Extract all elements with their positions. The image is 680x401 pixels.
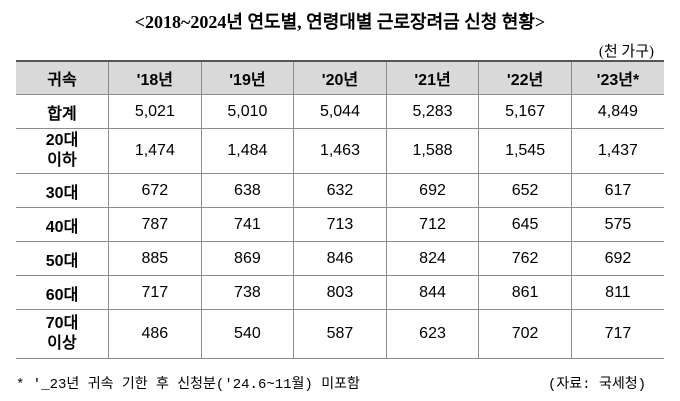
table-row: 합계 5,021 5,010 5,044 5,283 5,167 4,849 (16, 94, 664, 129)
table-cell: 652 (478, 173, 572, 208)
source-note: (자료: 국세청) (547, 377, 646, 393)
row-label: 30대 (16, 173, 110, 208)
table-cell: 844 (385, 275, 480, 310)
row-label: 20대 이하 (16, 128, 110, 174)
table-row: 40대 787 741 713 712 645 575 (16, 207, 664, 242)
table-cell: 717 (570, 309, 664, 359)
table-cell: 869 (200, 241, 295, 276)
header-cell: 귀속 (16, 60, 110, 95)
table-cell: 787 (108, 207, 202, 242)
table-cell: 712 (385, 207, 480, 242)
row-label: 70대 이상 (16, 309, 110, 359)
table-cell: 811 (570, 275, 664, 310)
header-cell: '18년 (108, 60, 202, 95)
table-cell: 846 (293, 241, 387, 276)
table-cell: 5,167 (478, 94, 572, 129)
table-row: 30대 672 638 632 692 652 617 (16, 173, 664, 208)
table-cell: 540 (200, 309, 295, 359)
footnote: * '_23년 귀속 기한 후 신청분('24.6~11월) 미포함 (16, 377, 360, 393)
table-cell: 741 (200, 207, 295, 242)
table-cell: 702 (478, 309, 572, 359)
table-cell: 1,484 (200, 128, 295, 174)
table-cell: 575 (570, 207, 664, 242)
table-cell: 5,044 (293, 94, 387, 129)
table-cell: 1,474 (108, 128, 202, 174)
table-cell: 738 (200, 275, 295, 310)
table-cell: 645 (478, 207, 572, 242)
table-cell: 885 (108, 241, 202, 276)
table-cell: 861 (478, 275, 572, 310)
page-title: <2018~2024년 연도별, 연령대별 근로장려금 신청 현황> (134, 12, 546, 32)
table-cell: 1,437 (570, 128, 664, 174)
table-cell: 587 (293, 309, 387, 359)
table-cell: 5,010 (200, 94, 295, 129)
table-cell: 713 (293, 207, 387, 242)
table-cell: 632 (293, 173, 387, 208)
table-cell: 762 (478, 241, 572, 276)
data-table: 귀속 '18년 '19년 '20년 '21년 '22년 '23년* 합계 5,0… (16, 60, 664, 359)
table-cell: 824 (385, 241, 480, 276)
table-row: 50대 885 869 846 824 762 692 (16, 241, 664, 276)
table-cell: 5,021 (108, 94, 202, 129)
table-cell: 1,545 (478, 128, 572, 174)
header-cell: '22년 (478, 60, 572, 95)
table-cell: 717 (108, 275, 202, 310)
table-cell: 692 (570, 241, 664, 276)
table-cell: 5,283 (385, 94, 480, 129)
table-row: 20대 이하 1,474 1,484 1,463 1,588 1,545 1,43… (16, 128, 664, 174)
row-label: 합계 (16, 94, 110, 129)
header-cell: '21년 (385, 60, 480, 95)
unit-label: (천 가구) (598, 44, 654, 60)
table-row: 60대 717 738 803 844 861 811 (16, 275, 664, 310)
table-cell: 4,849 (570, 94, 664, 129)
table-cell: 1,588 (385, 128, 480, 174)
row-label: 40대 (16, 207, 110, 242)
table-cell: 617 (570, 173, 664, 208)
table-header-row: 귀속 '18년 '19년 '20년 '21년 '22년 '23년* (16, 60, 664, 95)
table-cell: 1,463 (293, 128, 387, 174)
table-cell: 486 (108, 309, 202, 359)
header-cell: '20년 (293, 60, 387, 95)
row-label: 50대 (16, 241, 110, 276)
table-cell: 692 (385, 173, 480, 208)
table-cell: 803 (293, 275, 387, 310)
table-row: 70대 이상 486 540 587 623 702 717 (16, 309, 664, 359)
header-cell: '23년* (570, 60, 664, 95)
table-cell: 672 (108, 173, 202, 208)
table-cell: 638 (200, 173, 295, 208)
header-cell: '19년 (200, 60, 295, 95)
table-cell: 623 (385, 309, 480, 359)
row-label: 60대 (16, 275, 110, 310)
